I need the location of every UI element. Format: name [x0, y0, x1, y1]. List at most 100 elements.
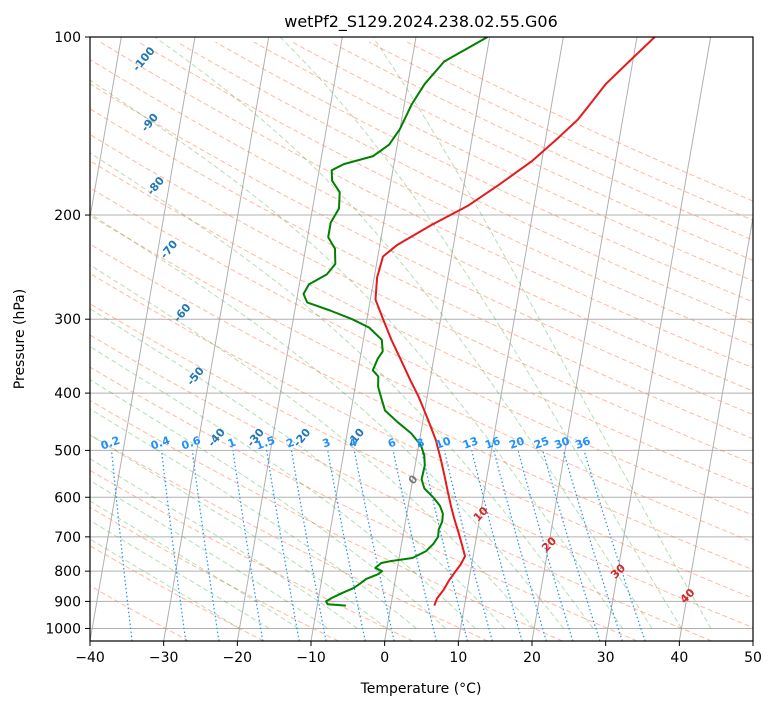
isotherm-line	[310, 37, 417, 641]
dry-adiabat-line	[100, 41, 753, 369]
mixing-ratio-label: 36	[573, 434, 592, 452]
x-tick-label: −20	[223, 650, 253, 666]
x-tick-label: 30	[597, 650, 615, 666]
dry-adiabat-line	[90, 160, 753, 490]
dry-adiabat-line	[90, 187, 753, 516]
moist-adiabat-line	[90, 152, 594, 629]
moist-adiabat-line	[90, 308, 506, 629]
moist-adiabat-line	[90, 212, 564, 629]
mixing-ratio-label: 30	[553, 434, 572, 452]
x-tick-label: 0	[380, 650, 389, 666]
mixing-ratio-line	[562, 450, 623, 641]
moist-adiabat-line	[90, 264, 535, 629]
isotherm-line	[384, 37, 491, 641]
isotherm-line	[163, 37, 270, 641]
dry-adiabat-line	[90, 506, 339, 641]
dry-adiabat-line	[90, 545, 264, 641]
mixing-ratio-label: 16	[483, 434, 502, 452]
tick-layer: −40 −30 −20 −10 0 10 20 30 40 5010020030040050060…	[45, 30, 762, 666]
y-tick-label: 700	[54, 530, 81, 546]
y-tick-label: 900	[54, 594, 81, 610]
dry-adiabat-line	[90, 108, 753, 440]
dry-adiabat-line	[90, 303, 753, 629]
x-tick-label: 10	[449, 650, 467, 666]
x-tick-label: −40	[75, 650, 105, 666]
y-tick-label: 600	[54, 490, 81, 506]
isotherm-line	[236, 37, 343, 641]
isotherm-line	[90, 37, 122, 221]
mixing-ratio-label: 0.2	[99, 434, 122, 453]
y-tick-label: 500	[54, 443, 81, 459]
x-tick-label: −30	[149, 650, 179, 666]
mixing-ratio-line	[471, 450, 523, 641]
mixing-ratio-label: 25	[532, 434, 551, 451]
mixing-ratio-label: 1.5	[254, 434, 277, 453]
y-tick-label: 1000	[45, 621, 81, 637]
y-tick-label: 200	[54, 208, 81, 224]
mixing-ratio-label: 4	[347, 436, 359, 451]
dry-adiabat-line	[90, 469, 414, 641]
x-tick-label: 40	[670, 650, 688, 666]
moist-adiabat-line	[279, 37, 682, 629]
dry-adiabat-line	[90, 334, 712, 641]
moist-adiabat-line	[90, 538, 240, 629]
mixing-ratio-line	[583, 450, 646, 641]
dry-adiabat-line	[90, 58, 753, 392]
mixing-ratio-line	[493, 450, 547, 641]
dry-adiabat-line	[90, 434, 488, 641]
dry-adiabat-line	[90, 83, 753, 416]
mixing-ratio-line	[392, 450, 437, 641]
moist-adiabat-line	[90, 458, 358, 629]
isotherm-line	[678, 214, 753, 641]
mixing-ratio-line	[160, 450, 187, 641]
mixing-ratio-label: 10	[434, 434, 453, 452]
isotherm-line	[457, 37, 564, 641]
y-tick-label: 100	[54, 30, 81, 46]
moist-adiabat-line	[154, 37, 653, 629]
mixing-ratio-label: 0.4	[149, 434, 172, 453]
moist-adiabat-line	[90, 408, 417, 629]
mixing-ratio-label: 6	[386, 436, 398, 451]
mixing-ratio-label: 0.6	[180, 434, 203, 453]
mixing-ratio-line	[191, 450, 220, 641]
temperature-profile-line	[374, 37, 656, 606]
mixing-ratio-line	[421, 450, 469, 641]
mixing-ratio-label: 1	[226, 436, 238, 451]
moist-adiabat-line	[90, 379, 447, 629]
mixing-ratio-label: 2	[284, 436, 296, 451]
mixing-ratio-label: 3	[321, 436, 333, 451]
x-axis-label: Temperature (°C)	[360, 681, 482, 697]
mixing-ratio-line	[232, 450, 264, 641]
mixing-ratio-line	[353, 450, 395, 641]
x-tick-label: −10	[296, 650, 326, 666]
x-tick-label: 50	[744, 650, 762, 666]
mixing-ratio-label: 20	[507, 434, 526, 452]
dry-adiabat-line	[90, 366, 638, 641]
moist-adiabat-line	[90, 345, 476, 629]
dry-adiabat-line	[90, 243, 753, 571]
mixing-ratio-line	[110, 450, 133, 641]
plot-frame	[89, 36, 754, 642]
mixing-ratio-line	[542, 450, 601, 641]
moist-adiabat-line	[90, 79, 624, 629]
dry-adiabat-line	[90, 214, 753, 543]
moist-adiabat-line	[90, 519, 270, 629]
chart-title: wetPf2_S129.2024.238.02.55.G06	[284, 12, 558, 32]
moist-adiabat-line	[372, 37, 712, 629]
moist-adiabat-line	[90, 480, 329, 629]
dewpoint-profile-line	[302, 37, 488, 607]
y-tick-label: 800	[54, 564, 81, 580]
mixing-ratio-label: 8	[415, 436, 427, 451]
y-tick-label: 300	[54, 312, 81, 328]
grid-layer	[90, 37, 753, 641]
dry-adiabat-line	[90, 399, 563, 641]
mixing-ratio-line	[517, 450, 574, 641]
dry-adiabat-line	[138, 41, 753, 346]
profile-layer	[302, 37, 656, 607]
isotherm-line	[90, 37, 196, 641]
mixing-ratio-line	[443, 450, 493, 641]
y-axis-label: Pressure (hPa)	[12, 289, 28, 389]
x-tick-label: 20	[523, 650, 541, 666]
